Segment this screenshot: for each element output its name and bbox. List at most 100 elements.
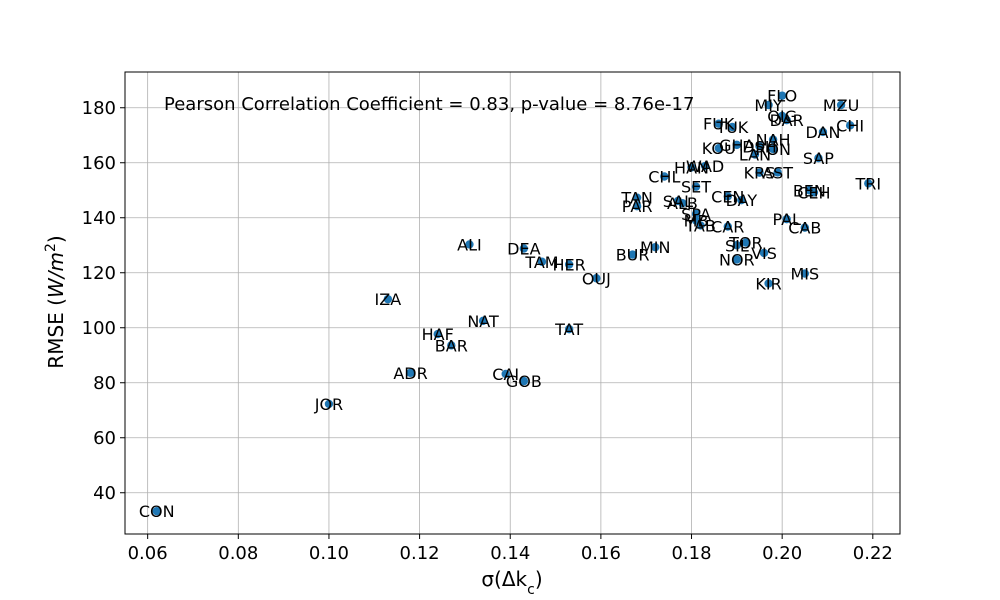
point-label: NAH (756, 131, 791, 150)
data-point (564, 324, 574, 334)
point-label: NAT (467, 312, 499, 331)
data-point (777, 91, 787, 100)
point-label: FUK (703, 115, 735, 134)
point-label: SIL (725, 236, 749, 255)
data-point (678, 198, 687, 208)
data-point (447, 341, 456, 350)
data-point (501, 369, 510, 379)
data-point (864, 179, 873, 188)
data-point (465, 240, 474, 249)
point-label: PAR (622, 197, 653, 216)
point-label: CHL (648, 168, 680, 187)
x-tick-label: 0.22 (853, 543, 893, 564)
point-label: WAD (686, 157, 724, 176)
data-point (814, 153, 823, 163)
point-label: VIS (751, 244, 777, 263)
point-label: AST (762, 163, 793, 182)
point-label: SAL (663, 192, 693, 211)
data-point (660, 172, 669, 181)
data-point (383, 294, 393, 304)
data-point (651, 242, 660, 252)
x-tick-label: 0.10 (309, 543, 349, 564)
data-point (737, 195, 746, 205)
x-tick-label: 0.12 (400, 543, 440, 564)
data-point (628, 250, 637, 259)
y-tick-label: 100 (82, 318, 116, 339)
x-tick-label: 0.08 (218, 543, 258, 564)
point-label: CAB (788, 219, 821, 238)
y-tick-label: 160 (82, 153, 116, 174)
data-point (845, 121, 855, 130)
y-tick-label: 120 (82, 263, 116, 284)
data-point (755, 142, 764, 151)
data-point (732, 241, 742, 250)
data-point (759, 248, 769, 258)
x-tick-label: 0.16 (581, 543, 621, 564)
point-label: KOU (702, 139, 736, 158)
data-point (732, 255, 742, 264)
data-point (723, 192, 732, 201)
y-tick-label: 140 (82, 208, 116, 229)
data-point (687, 163, 696, 172)
data-point (755, 168, 764, 177)
point-label: MIY (754, 96, 783, 115)
y-axis-title: RMSE (W/m2) (43, 235, 68, 368)
data-point (782, 115, 791, 125)
data-point (768, 144, 778, 154)
point-label: CON (139, 502, 175, 521)
point-label: TAM (524, 253, 558, 272)
data-point (324, 399, 334, 409)
point-label: OUJ (582, 269, 611, 288)
point-label: SPA (681, 205, 711, 224)
x-tick-label: 0.20 (762, 543, 802, 564)
x-axis-title-end: ) (535, 567, 543, 591)
correlation-annotation: Pearson Correlation Coefficient = 0.83, … (164, 94, 694, 115)
data-point (714, 143, 723, 153)
point-label: JOR (314, 395, 343, 414)
y-tick-label: 60 (93, 428, 116, 449)
point-label: KIR (755, 274, 781, 293)
data-point (478, 316, 488, 326)
point-label: CAI (492, 365, 519, 384)
point-label: BAR (435, 336, 468, 355)
data-point (800, 223, 810, 232)
x-tick-label: 0.18 (671, 543, 711, 564)
y-axis-ticks: 40 60 80 100 120 140 160 180 (82, 98, 125, 504)
point-label: TOR (728, 234, 762, 253)
point-label: CAR (711, 218, 744, 237)
point-label: TAB (684, 216, 715, 235)
data-point (800, 269, 810, 278)
y-axis-title-superscript: 2 (43, 243, 59, 252)
point-label: ALB (667, 194, 698, 213)
data-point (741, 238, 751, 247)
x-axis-ticks: 0.06 0.08 0.10 0.12 0.14 0.16 0.18 0.20 0.22 (128, 534, 893, 564)
data-point (433, 329, 442, 339)
x-tick-label: 0.06 (128, 543, 168, 564)
data-point (537, 257, 547, 266)
data-point (696, 221, 705, 230)
x-axis-title: σ(Δkc) (481, 567, 542, 598)
data-point (714, 119, 723, 128)
point-label: CEN (711, 187, 744, 206)
point-label: ALI (457, 235, 482, 254)
y-tick-label: 180 (82, 98, 116, 119)
point-label: DAN (805, 123, 840, 142)
point-label: SAP (803, 149, 834, 168)
data-point (809, 188, 819, 197)
data-point (750, 150, 760, 159)
data-point (632, 193, 642, 202)
point-label: DSH (742, 137, 777, 156)
point-label: TAT (554, 320, 583, 339)
point-label: TRI (854, 174, 881, 193)
point-label: RON (755, 140, 791, 159)
point-label: TUK (715, 118, 748, 137)
data-point (773, 168, 782, 177)
data-point (564, 260, 574, 269)
point-label: LAN (739, 146, 771, 165)
data-point (152, 506, 161, 516)
point-label: HAF (422, 325, 454, 344)
point-label: BUR (616, 246, 650, 265)
y-axis-title-main: RMSE ( (44, 298, 68, 369)
data-point (691, 182, 701, 191)
